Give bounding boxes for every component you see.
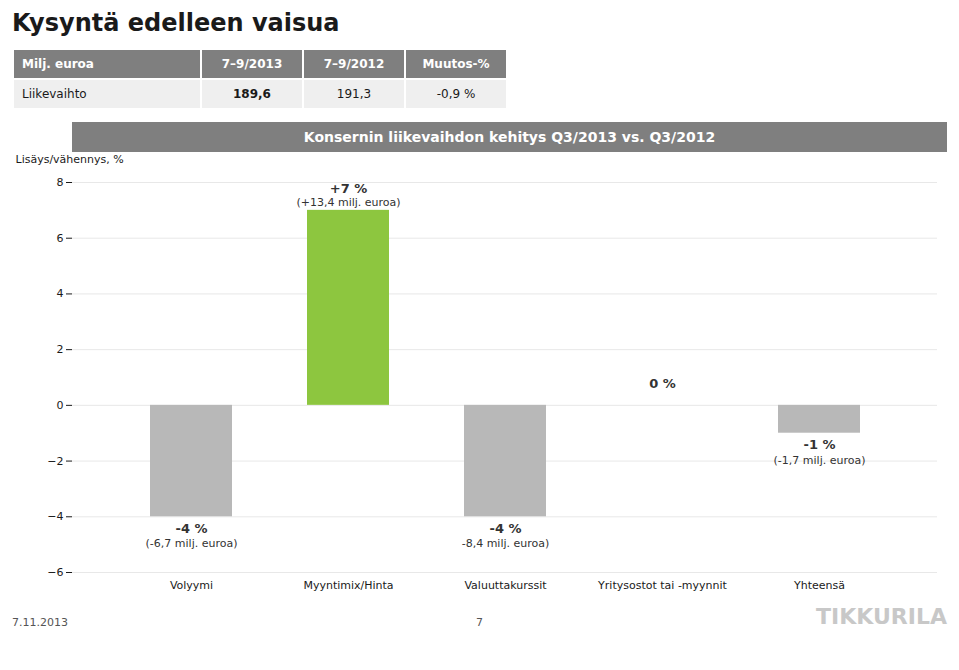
svg-text:(-6,7 milj. euroa): (-6,7 milj. euroa)	[146, 537, 238, 550]
svg-text:(+13,4 milj. euroa): (+13,4 milj. euroa)	[296, 196, 400, 209]
html-text:Liikevaihto: Liikevaihto	[22, 87, 87, 101]
svg-text:Valuuttakurssit: Valuuttakurssit	[464, 579, 547, 592]
svg-text:-1 %: -1 %	[804, 437, 836, 452]
svg-text:Lisäys/vähennys, %: Lisäys/vähennys, %	[16, 153, 124, 166]
html-text:Muutos-%: Muutos-%	[422, 57, 490, 71]
html-text:TIKKURILA: TIKKURILA	[816, 604, 947, 629]
html-text:7–9/2012: 7–9/2012	[323, 57, 385, 71]
svg-text:Volyymi: Volyymi	[170, 579, 213, 592]
svg-text:+7 %: +7 %	[330, 181, 368, 196]
svg-text:-8,4 milj. euroa): -8,4 milj. euroa)	[462, 537, 550, 550]
svg-text:(-1,7 milj. euroa): (-1,7 milj. euroa)	[774, 454, 866, 467]
svg-text:0 %: 0 %	[649, 376, 676, 391]
html-text:7: 7	[476, 616, 483, 629]
html-text:191,3: 191,3	[336, 87, 372, 101]
svg-text:8: 8	[57, 176, 64, 189]
html-text:189,6: 189,6	[233, 87, 271, 101]
svg-text:−4: −4	[47, 510, 63, 523]
svg-text:-4 %: -4 %	[176, 521, 208, 536]
html-text:Kysyntä edelleen vaisua: Kysyntä edelleen vaisua	[12, 9, 340, 37]
svg-text:Yritysostot tai -myynnit: Yritysostot tai -myynnit	[597, 579, 727, 592]
html-text:Konsernin liikevaihdon kehitys: Konsernin liikevaihdon kehitys Q3/2013 v…	[303, 129, 716, 145]
svg-text:-4 %: -4 %	[490, 521, 522, 536]
svg-text:−6: −6	[47, 566, 63, 579]
html-text:-0,9 %: -0,9 %	[436, 87, 476, 101]
html-text:7–9/2013: 7–9/2013	[221, 57, 283, 71]
svg-text:2: 2	[57, 343, 64, 356]
svg-text:Yhteensä: Yhteensä	[793, 579, 845, 592]
html-text:7.11.2013: 7.11.2013	[12, 616, 68, 629]
html-text:Milj. euroa: Milj. euroa	[22, 57, 94, 71]
svg-text:0: 0	[57, 399, 64, 412]
svg-text:Myyntimix/Hinta: Myyntimix/Hinta	[303, 579, 393, 592]
svg-text:4: 4	[57, 287, 64, 300]
svg-text:6: 6	[57, 232, 64, 245]
svg-text:−2: −2	[47, 455, 63, 468]
